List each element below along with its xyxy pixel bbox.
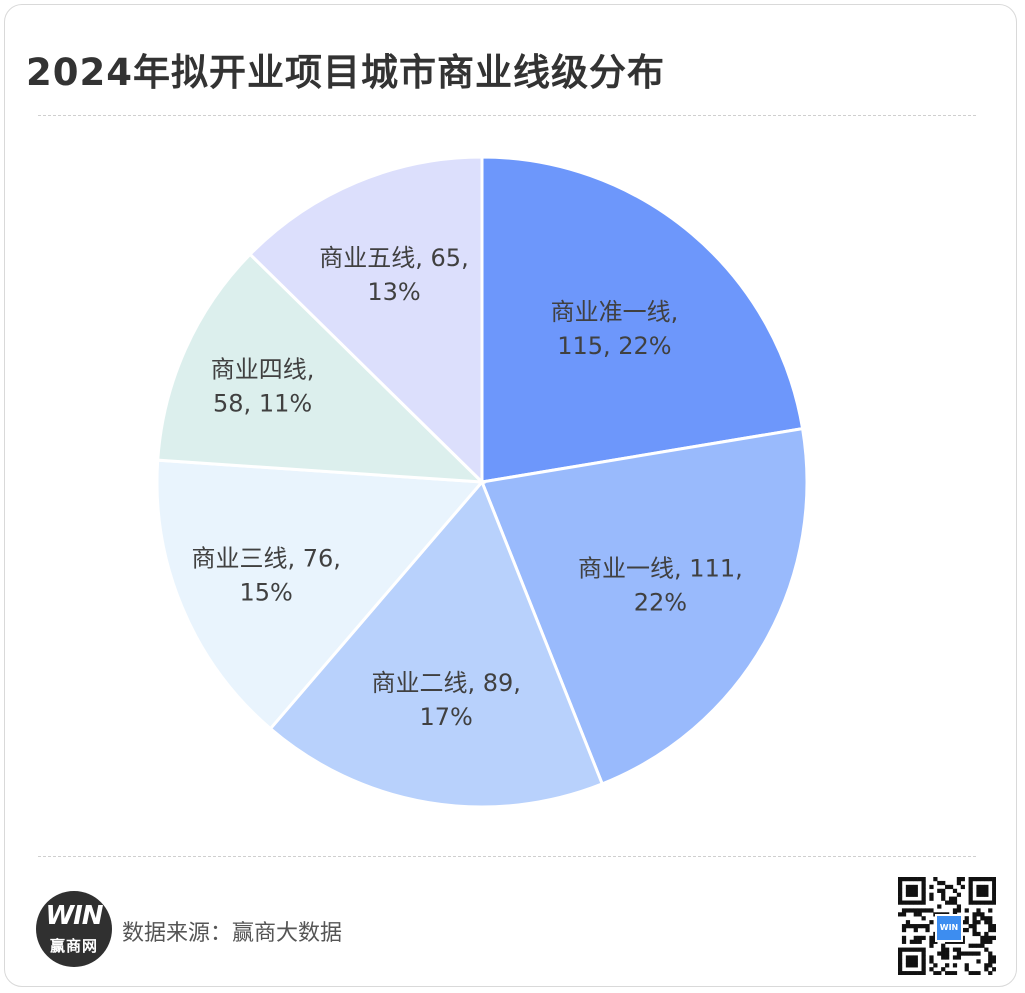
pie-slice <box>247 155 484 486</box>
bottom-divider <box>38 856 976 857</box>
brand-logo: WIN 赢商网 <box>36 891 112 967</box>
slice-label: 商业一线, 111, 22% <box>578 555 743 617</box>
data-source: 数据来源：赢商大数据 <box>122 921 343 946</box>
pie-slice <box>155 458 486 731</box>
slice-label: 商业三线, 76, 15% <box>191 545 340 607</box>
qr-badge: WIN <box>935 914 963 942</box>
logo-mark: WIN <box>45 901 103 931</box>
pie-slice <box>479 426 809 786</box>
pie-slice <box>268 479 605 809</box>
pie-slice <box>480 155 805 484</box>
chart-title: 2024年拟开业项目城市商业线级分布 <box>26 51 665 94</box>
slice-label: 商业五线, 65, 13% <box>319 244 468 306</box>
pie-slice <box>156 252 486 484</box>
slice-label: 商业二线, 89, 17% <box>371 669 520 731</box>
qr-code-icon: WIN <box>898 877 997 976</box>
slice-label: 商业四线, 58, 11% <box>211 356 315 418</box>
logo-name: 赢商网 <box>49 937 98 955</box>
slice-label: 商业准一线, 115, 22% <box>551 298 679 360</box>
top-divider <box>38 115 976 116</box>
